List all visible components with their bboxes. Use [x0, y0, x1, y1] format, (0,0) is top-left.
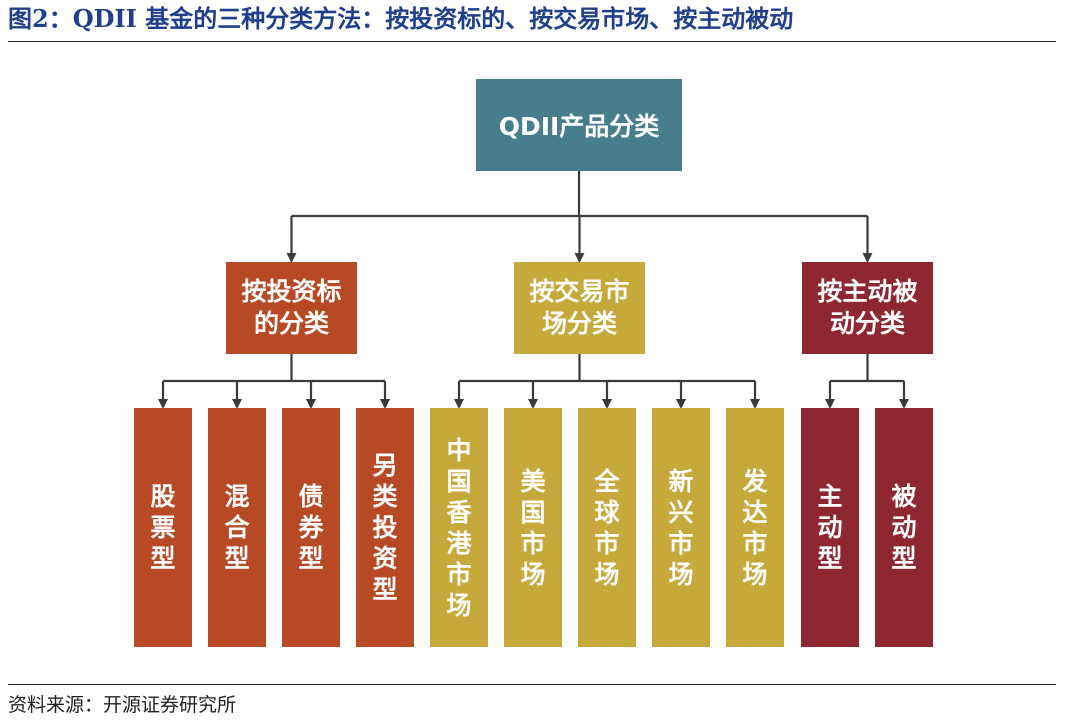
category-label: 按主动被动分类	[817, 277, 918, 338]
leaf-node-global-market: 全球市场	[578, 408, 636, 647]
leaf-label: 混合型	[224, 482, 250, 573]
category-node-active-passive: 按主动被动分类	[802, 262, 933, 354]
leaf-node-bond: 债券型	[282, 408, 340, 647]
leaf-label: 中国香港市场	[446, 435, 472, 620]
leaf-node-active: 主动型	[801, 408, 859, 647]
leaf-label: 债券型	[298, 482, 324, 573]
root-node-label: QDII产品分类	[498, 112, 660, 141]
leaf-node-developed-market: 发达市场	[726, 408, 784, 647]
leaf-label: 股票型	[150, 482, 176, 573]
category-node-investment-target: 按投资标的分类	[226, 262, 357, 354]
leaf-label: 美国市场	[520, 466, 546, 589]
leaf-node-hybrid: 混合型	[208, 408, 266, 647]
leaf-node-stock: 股票型	[134, 408, 192, 647]
leaf-label: 全球市场	[594, 466, 620, 589]
source-note: 资料来源：开源证券研究所	[8, 694, 237, 716]
leaf-label: 主动型	[817, 482, 843, 573]
figure-title: 图2：QDII 基金的三种分类方法：按投资标的、按交易市场、按主动被动	[8, 4, 794, 33]
root-node: QDII产品分类	[476, 79, 682, 171]
leaf-node-hongkong-market: 中国香港市场	[430, 408, 488, 647]
leaf-label: 发达市场	[742, 466, 768, 589]
leaf-label: 另类投资型	[372, 451, 398, 604]
leaf-node-us-market: 美国市场	[504, 408, 562, 647]
leaf-node-passive: 被动型	[875, 408, 933, 647]
leaf-node-emerging-market: 新兴市场	[652, 408, 710, 647]
leaf-node-alternative: 另类投资型	[356, 408, 414, 647]
leaf-label: 新兴市场	[668, 466, 694, 589]
leaf-label: 被动型	[891, 482, 917, 573]
category-label: 按交易市场分类	[529, 277, 630, 338]
bottom-divider	[8, 684, 1056, 685]
top-divider	[8, 41, 1056, 42]
category-label: 按投资标的分类	[241, 277, 342, 338]
category-node-trading-market: 按交易市场分类	[514, 262, 645, 354]
